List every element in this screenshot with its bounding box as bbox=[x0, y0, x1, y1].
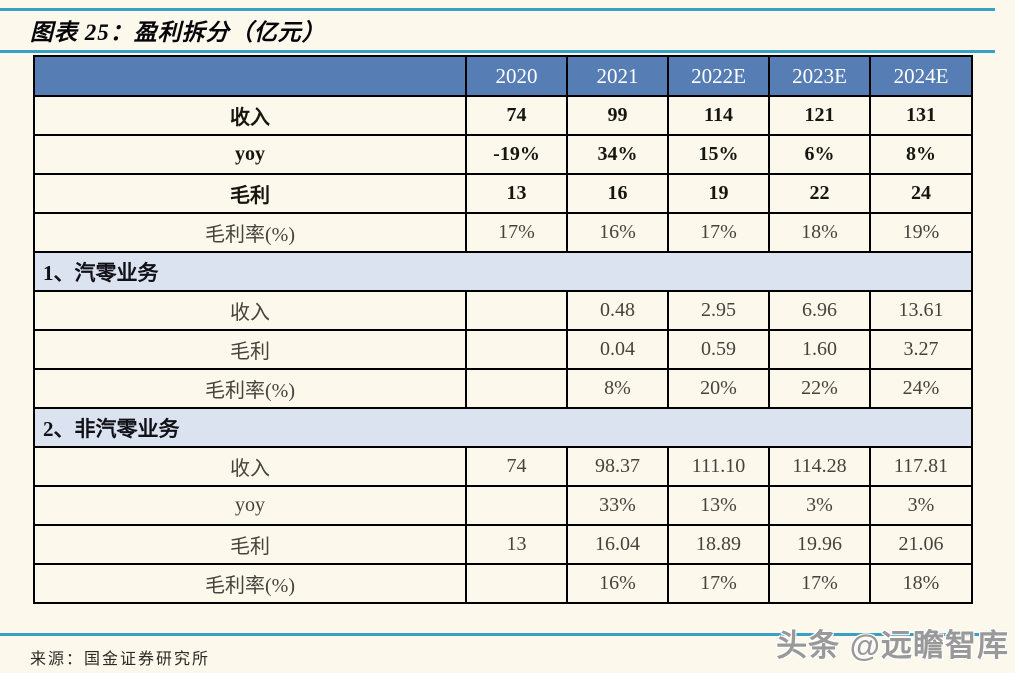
table-row: yoy -19% 34% 15% 6% 8% bbox=[33, 134, 973, 175]
cell-value: 22 bbox=[768, 173, 871, 214]
cell-value: 8% bbox=[566, 368, 669, 409]
cell-value: 74 bbox=[465, 446, 568, 487]
profit-table: 2020 2021 2022E 2023E 2024E 收入 74 99 114 121 131 yo… bbox=[33, 55, 973, 604]
cell-value: 1.60 bbox=[768, 329, 871, 370]
cell-value: 24% bbox=[869, 368, 973, 409]
cell-value: 17% bbox=[667, 563, 770, 604]
cell-value: 16% bbox=[566, 212, 669, 253]
cell-value: 20% bbox=[667, 368, 770, 409]
year-column-header: 2022E bbox=[667, 55, 770, 97]
cell-value: 16 bbox=[566, 173, 669, 214]
section-row: 2、非汽零业务 bbox=[33, 407, 973, 448]
cell-value: 3% bbox=[768, 485, 871, 526]
cell-value: 74 bbox=[465, 95, 568, 136]
row-label: 收入 bbox=[33, 446, 467, 487]
year-column-header: 2023E bbox=[768, 55, 871, 97]
cell-value: 117.81 bbox=[869, 446, 973, 487]
table-row: 毛利 13 16 19 22 24 bbox=[33, 173, 973, 214]
cell-value: 13.61 bbox=[869, 290, 973, 331]
cell-value: 16.04 bbox=[566, 524, 669, 565]
cell-value: 0.59 bbox=[667, 329, 770, 370]
cell-value: 98.37 bbox=[566, 446, 669, 487]
section-label: 1、汽零业务 bbox=[33, 251, 973, 292]
cell-value: 111.10 bbox=[667, 446, 770, 487]
table-row: 收入 74 99 114 121 131 bbox=[33, 95, 973, 136]
cell-value: 19 bbox=[667, 173, 770, 214]
profit-breakdown-table-wrap: 2020 2021 2022E 2023E 2024E 收入 74 99 114 121 131 yo… bbox=[33, 55, 973, 604]
table-row: 收入 0.48 2.95 6.96 13.61 bbox=[33, 290, 973, 331]
table-row: 毛利 13 16.04 18.89 19.96 21.06 bbox=[33, 524, 973, 565]
cell-value: 33% bbox=[566, 485, 669, 526]
cell-value bbox=[465, 329, 568, 370]
cell-value: 34% bbox=[566, 134, 669, 175]
cell-value: 21.06 bbox=[869, 524, 973, 565]
cell-value: 19.96 bbox=[768, 524, 871, 565]
cell-value: 13% bbox=[667, 485, 770, 526]
table-row: 毛利率(%) 8% 20% 22% 24% bbox=[33, 368, 973, 409]
row-label: 毛利 bbox=[33, 329, 467, 370]
row-label: 收入 bbox=[33, 95, 467, 136]
cell-value: 114 bbox=[667, 95, 770, 136]
row-label: 毛利 bbox=[33, 524, 467, 565]
cell-value: 18% bbox=[869, 563, 973, 604]
row-label: 毛利率(%) bbox=[33, 212, 467, 253]
cell-value: 24 bbox=[869, 173, 973, 214]
cell-value: 18.89 bbox=[667, 524, 770, 565]
cell-value: 99 bbox=[566, 95, 669, 136]
cell-value: 19% bbox=[869, 212, 973, 253]
cell-value bbox=[465, 485, 568, 526]
cell-value: 17% bbox=[465, 212, 568, 253]
table-header-row: 2020 2021 2022E 2023E 2024E bbox=[33, 55, 973, 97]
source-note: 来源：国金证券研究所 bbox=[30, 651, 211, 668]
cell-value: 114.28 bbox=[768, 446, 871, 487]
table-row: yoy 33% 13% 3% 3% bbox=[33, 485, 973, 526]
row-label: 毛利 bbox=[33, 173, 467, 214]
cell-value: 13 bbox=[465, 524, 568, 565]
cell-value bbox=[465, 290, 568, 331]
figure-title: 图表 25：盈利拆分（亿元） bbox=[30, 20, 326, 45]
year-column-header: 2021 bbox=[566, 55, 669, 97]
cell-value: 18% bbox=[768, 212, 871, 253]
section-label: 2、非汽零业务 bbox=[33, 407, 973, 448]
cell-value: 16% bbox=[566, 563, 669, 604]
cell-value: 0.48 bbox=[566, 290, 669, 331]
cell-value: 13 bbox=[465, 173, 568, 214]
corner-cell bbox=[33, 55, 467, 97]
cell-value: 3.27 bbox=[869, 329, 973, 370]
cell-value: 2.95 bbox=[667, 290, 770, 331]
cell-value bbox=[465, 563, 568, 604]
cell-value: 3% bbox=[869, 485, 973, 526]
table-row: 毛利 0.04 0.59 1.60 3.27 bbox=[33, 329, 973, 370]
title-underline-rule bbox=[0, 50, 995, 53]
cell-value: 17% bbox=[667, 212, 770, 253]
row-label: 毛利率(%) bbox=[33, 368, 467, 409]
table-bottom-accent-rule bbox=[0, 633, 995, 636]
cell-value: 0.04 bbox=[566, 329, 669, 370]
cell-value: 131 bbox=[869, 95, 973, 136]
cell-value: 6% bbox=[768, 134, 871, 175]
cell-value: 22% bbox=[768, 368, 871, 409]
table-row: 毛利率(%) 17% 16% 17% 18% 19% bbox=[33, 212, 973, 253]
year-column-header: 2024E bbox=[869, 55, 973, 97]
cell-value: 121 bbox=[768, 95, 871, 136]
row-label: 毛利率(%) bbox=[33, 563, 467, 604]
watermark: 头条 @远瞻智库 bbox=[776, 628, 1009, 663]
section-row: 1、汽零业务 bbox=[33, 251, 973, 292]
table-row: 收入 74 98.37 111.10 114.28 117.81 bbox=[33, 446, 973, 487]
table-row: 毛利率(%) 16% 17% 17% 18% bbox=[33, 563, 973, 604]
year-column-header: 2020 bbox=[465, 55, 568, 97]
cell-value bbox=[465, 368, 568, 409]
cell-value: 6.96 bbox=[768, 290, 871, 331]
row-label: 收入 bbox=[33, 290, 467, 331]
top-accent-rule bbox=[0, 8, 995, 11]
cell-value: 15% bbox=[667, 134, 770, 175]
row-label: yoy bbox=[33, 134, 467, 175]
cell-value: 8% bbox=[869, 134, 973, 175]
cell-value: 17% bbox=[768, 563, 871, 604]
row-label: yoy bbox=[33, 485, 467, 526]
cell-value: -19% bbox=[465, 134, 568, 175]
